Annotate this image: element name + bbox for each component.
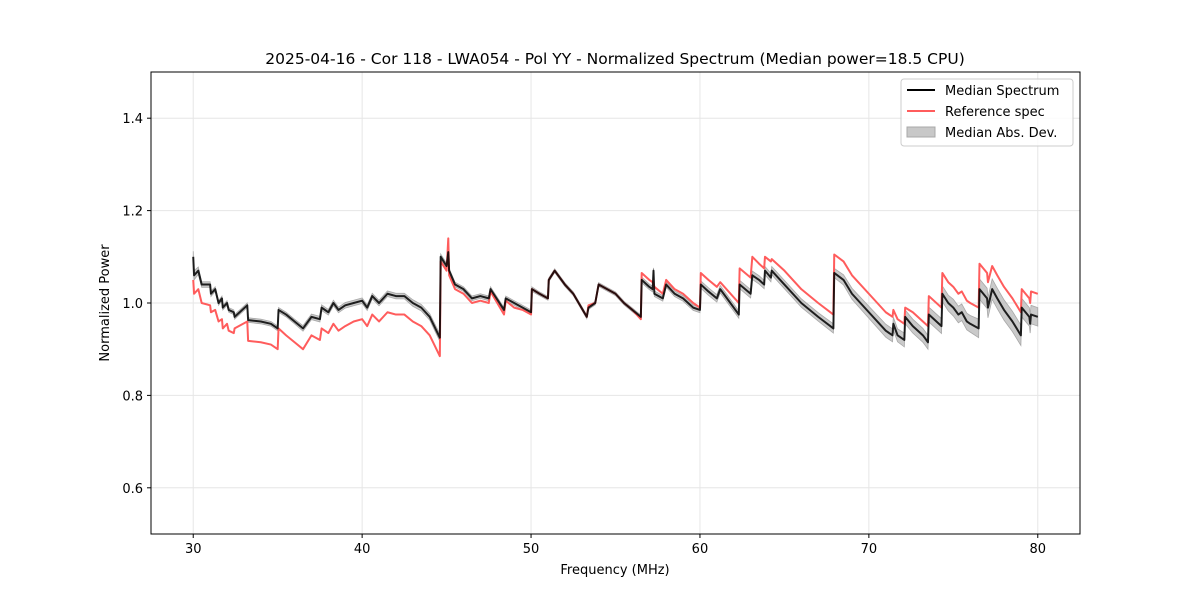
y-tick-label: 1.2 xyxy=(122,205,143,220)
y-tick-label: 1.4 xyxy=(122,112,143,127)
series-layer xyxy=(192,237,1039,358)
median-spectrum-line xyxy=(192,251,1039,344)
legend-label-reference: Reference spec xyxy=(945,105,1045,120)
x-axis-label: Frequency (MHz) xyxy=(560,563,669,578)
legend-label-median: Median Spectrum xyxy=(945,84,1059,99)
x-tick-label: 50 xyxy=(523,542,540,557)
chart-title: 2025-04-16 - Cor 118 - LWA054 - Pol YY -… xyxy=(265,50,965,68)
y-tick-label: 0.8 xyxy=(122,389,143,404)
legend: Median Spectrum Reference spec Median Ab… xyxy=(900,78,1074,147)
x-tick-label: 70 xyxy=(861,542,878,557)
legend-label-mad: Median Abs. Dev. xyxy=(945,126,1057,141)
y-axis-label: Normalized Power xyxy=(98,244,113,362)
reference-spectrum-line xyxy=(192,237,1039,358)
ticks: 30 40 50 60 70 80 0.6 0.8 1.0 1.2 1.4 xyxy=(122,112,1046,557)
grid xyxy=(151,72,1080,534)
y-tick-label: 1.0 xyxy=(122,297,143,312)
x-tick-label: 60 xyxy=(692,542,709,557)
x-tick-label: 80 xyxy=(1029,542,1046,557)
legend-box xyxy=(900,78,1074,147)
legend-swatch-mad xyxy=(906,126,936,138)
y-tick-label: 0.6 xyxy=(122,482,143,497)
x-tick-label: 30 xyxy=(185,542,202,557)
x-tick-label: 40 xyxy=(354,542,371,557)
